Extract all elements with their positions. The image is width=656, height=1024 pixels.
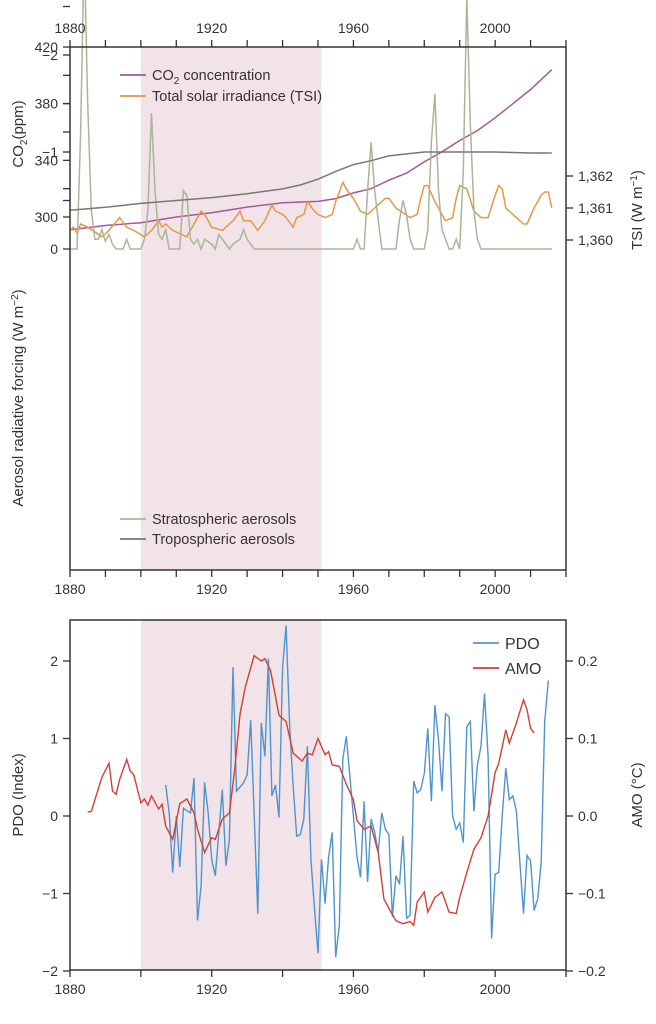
x-tick-label-bottom: 1880: [54, 981, 85, 997]
x-tick-label-upper: 1920: [196, 20, 227, 36]
aerosol-tick-label: 0: [50, 241, 58, 257]
tsi-tick-label: 1,360: [578, 232, 613, 248]
x-tick-label-upper: 1880: [54, 20, 85, 36]
co2-tick-label: 300: [35, 209, 59, 225]
tsi-tick-label: 1,362: [578, 168, 613, 184]
x-tick-label-lower: 2000: [480, 581, 511, 597]
amo-tick-label: −0.1: [578, 886, 606, 902]
series-line-pdo: [165, 625, 549, 958]
amo-tick-label: 0.2: [578, 653, 598, 669]
amo-axis-label: AMO (°C): [629, 762, 646, 827]
legend-label: CO2 concentration: [152, 68, 270, 87]
bottom-frame: [69, 619, 567, 971]
legend-label: Total solar irradiance (TSI): [152, 89, 322, 105]
pdo-tick-label: −1: [42, 886, 58, 902]
pdo-tick-label: 0: [50, 808, 58, 824]
series-line-amo: [87, 654, 535, 927]
aerosol-tick-label: −2: [42, 47, 58, 63]
tsi-axis-label: TSI (W m−1): [629, 170, 646, 250]
x-tick-label-bottom: 1960: [338, 981, 369, 997]
shaded-period-top: [140, 47, 322, 570]
x-tick-label-lower: 1960: [338, 581, 369, 597]
amo-tick-label: 0.0: [578, 808, 598, 824]
co2-tick-label: 420: [35, 39, 59, 55]
legend-label: AMO: [505, 661, 541, 678]
aerosol-tick-label: −1: [42, 144, 58, 160]
series-line-tsi: [69, 180, 553, 238]
amo-tick-label: 0.1: [578, 731, 598, 747]
pdo-tick-label: 2: [50, 653, 58, 669]
pdo-axis-label: PDO (Index): [10, 753, 27, 836]
legend-label: Tropospheric aerosols: [152, 532, 295, 548]
x-tick-label-lower: 1880: [54, 581, 85, 597]
legend-label: Stratospheric aerosols: [152, 512, 296, 528]
x-tick-label-bottom: 2000: [480, 981, 511, 997]
x-tick-label-upper: 2000: [480, 20, 511, 36]
co2-axis-label: CO2(ppm): [10, 100, 30, 167]
amo-tick-label: −0.2: [578, 963, 606, 979]
x-tick-label-bottom: 1920: [196, 981, 227, 997]
aerosol-axis-label: Aerosol radiative forcing (W m−2): [10, 289, 27, 506]
series-line-tropospheric: [69, 151, 552, 211]
co2-tick-label: 340: [35, 152, 59, 168]
pdo-tick-label: −2: [42, 963, 58, 979]
pdo-tick-label: 1: [50, 731, 58, 747]
legend-label: PDO: [505, 636, 540, 653]
x-tick-label-upper: 1960: [338, 20, 369, 36]
x-tick-label-lower: 1920: [196, 581, 227, 597]
co2-tick-label: 380: [35, 96, 59, 112]
series-line-stratospheric: [70, 0, 552, 252]
tsi-tick-label: 1,361: [578, 200, 613, 216]
